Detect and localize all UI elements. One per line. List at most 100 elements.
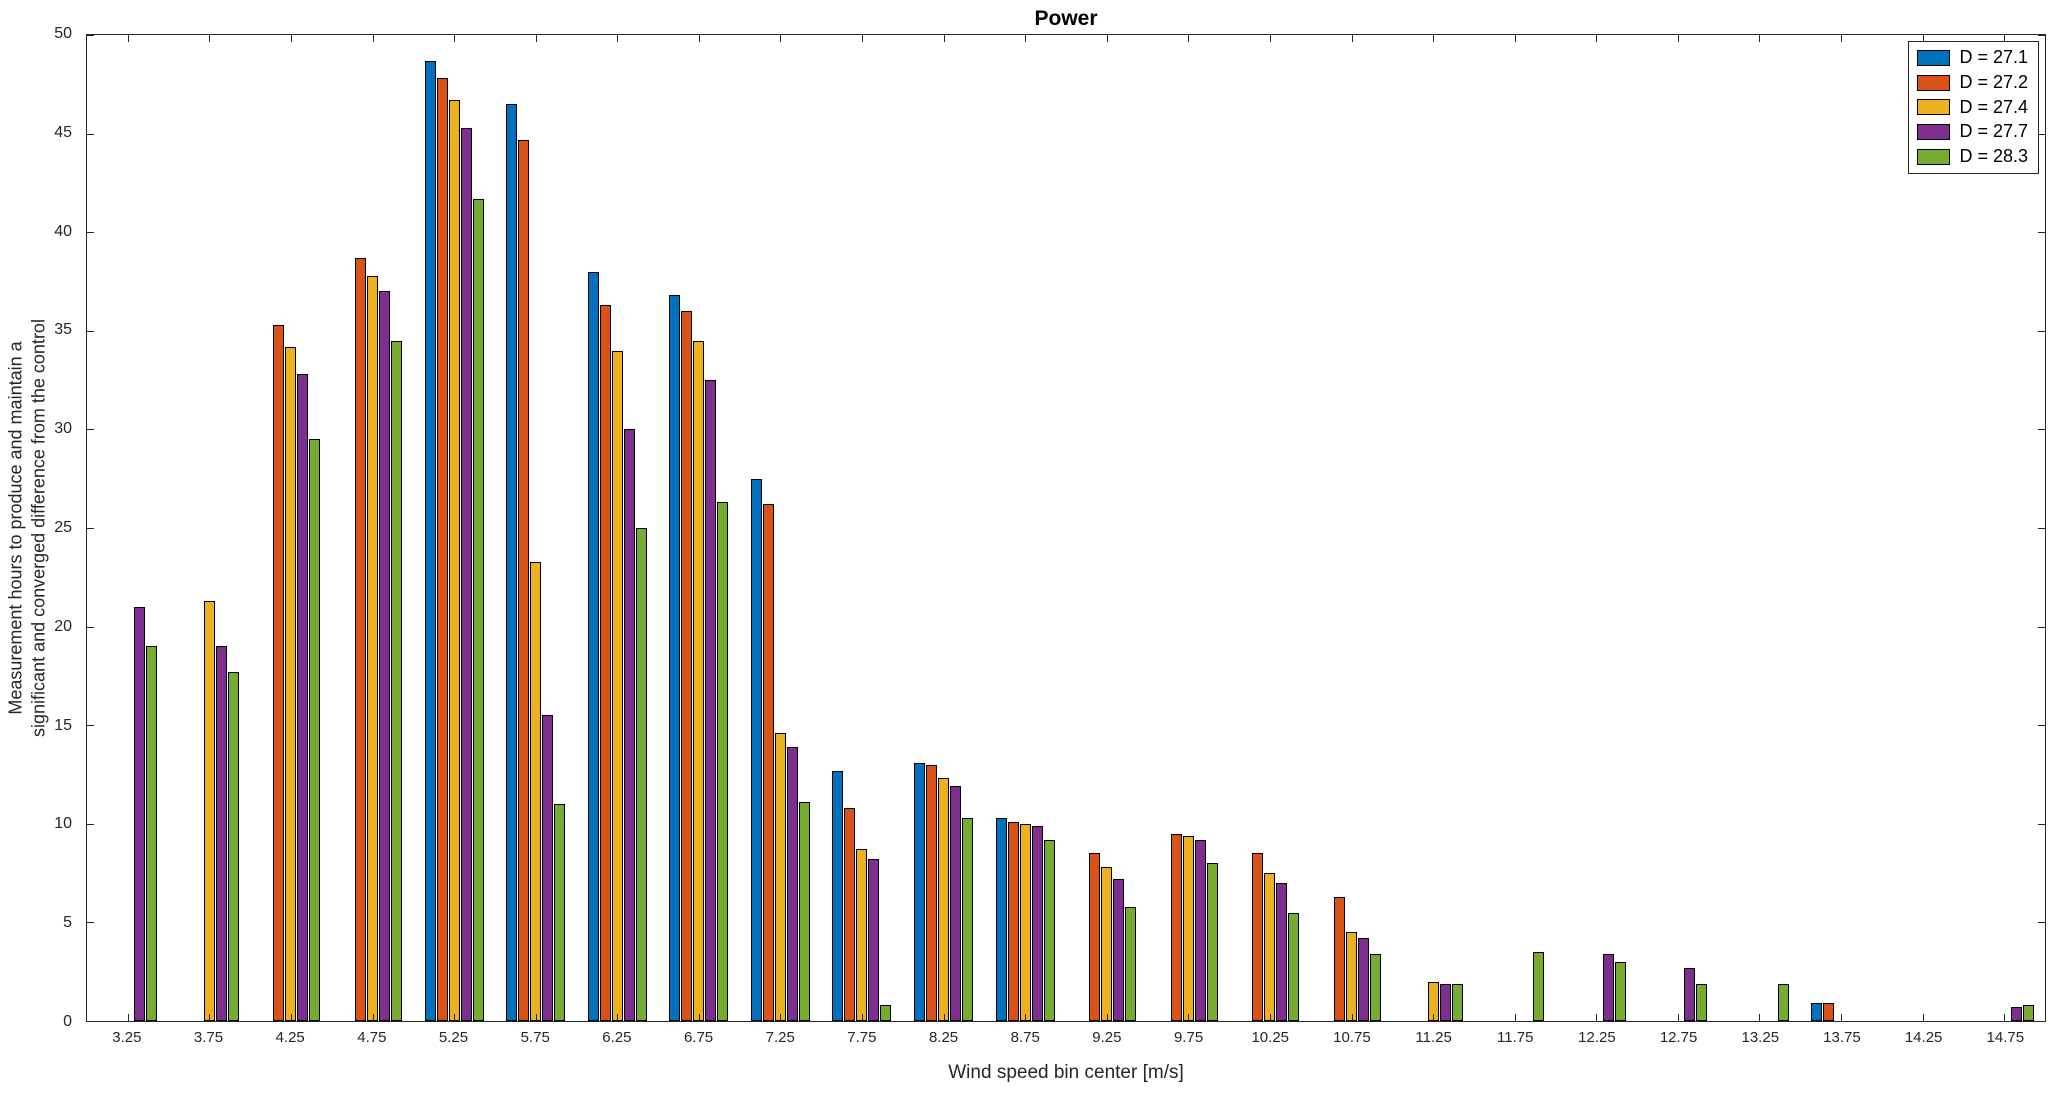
x-axis-label: Wind speed bin center [m/s]	[948, 1062, 1184, 1083]
bar-group-7.75	[821, 35, 903, 1021]
x-tick	[1514, 35, 1516, 42]
y-tick	[2038, 725, 2045, 727]
x-tick	[617, 35, 619, 42]
bar-group-13.25	[1719, 35, 1801, 1021]
bar	[798, 802, 810, 1021]
x-tick	[372, 35, 374, 42]
bar	[309, 439, 321, 1021]
bar	[914, 762, 926, 1021]
y-tick	[2038, 1021, 2045, 1022]
x-tick	[780, 35, 782, 42]
x-tick	[1677, 35, 1679, 42]
bar-group-12.75	[1637, 35, 1719, 1021]
y-tick-label: 45	[54, 123, 72, 141]
x-tick-label: 5.25	[438, 1029, 469, 1046]
bar	[938, 778, 950, 1021]
x-tick	[1759, 1014, 1761, 1021]
bar	[681, 311, 693, 1021]
x-tick	[1759, 35, 1761, 42]
bar	[391, 340, 403, 1021]
y-tick	[87, 330, 94, 332]
bar-group-7.25	[740, 35, 822, 1021]
legend-item: D = 27.1	[1917, 47, 2028, 68]
y-tick	[87, 626, 94, 628]
x-tick-label: 3.75	[193, 1029, 224, 1046]
bar-group-10.75	[1311, 35, 1393, 1021]
bar	[2010, 1007, 2022, 1021]
bar-group-9.25	[1066, 35, 1148, 1021]
bar	[995, 817, 1007, 1021]
x-tick-label: 7.75	[847, 1029, 877, 1046]
bar	[355, 257, 367, 1021]
x-tick	[1269, 35, 1271, 42]
x-tick	[1188, 1014, 1190, 1021]
x-tick	[290, 1014, 292, 1021]
x-tick-label: 3.25	[112, 1029, 142, 1046]
x-tick-label: 11.25	[1415, 1029, 1452, 1046]
bar	[554, 804, 566, 1021]
x-tick-label: 4.25	[275, 1029, 305, 1046]
bar	[1043, 839, 1055, 1021]
bar	[1276, 882, 1288, 1021]
legend-label: D = 28.3	[1959, 146, 2028, 167]
bar	[1264, 873, 1276, 1021]
y-tick-label: 25	[54, 519, 72, 536]
y-tick	[87, 922, 94, 924]
y-tick-label: 10	[54, 815, 72, 833]
legend-label: D = 27.1	[1959, 47, 2028, 67]
x-tick-label: 10.75	[1333, 1029, 1371, 1046]
bar-group-5.25	[413, 35, 495, 1021]
bar	[868, 859, 880, 1021]
bar	[1345, 932, 1357, 1021]
bar-group-6.75	[658, 35, 740, 1021]
bar	[1031, 825, 1043, 1021]
x-tick	[1596, 1014, 1598, 1021]
x-tick-label: 7.25	[765, 1029, 795, 1046]
x-tick	[943, 35, 945, 42]
bar	[635, 528, 647, 1021]
x-tick	[2004, 1014, 2006, 1021]
bar	[227, 671, 239, 1021]
bar	[448, 100, 460, 1021]
bar	[1823, 1003, 1835, 1021]
x-tick-label: 10.25	[1251, 1029, 1290, 1046]
bar	[542, 715, 554, 1021]
bar	[297, 374, 309, 1021]
bar	[1288, 912, 1300, 1021]
bar	[436, 78, 448, 1021]
x-tick	[698, 35, 700, 42]
bar	[1019, 823, 1031, 1021]
x-tick	[209, 1014, 211, 1021]
x-tick	[1596, 35, 1598, 42]
bar	[1125, 906, 1137, 1021]
x-tick	[454, 35, 456, 42]
legend-swatch-icon	[1917, 74, 1951, 91]
bar-group-3.75	[169, 35, 251, 1021]
bar-group-11.75	[1474, 35, 1556, 1021]
x-tick	[698, 1014, 700, 1021]
bar	[1113, 879, 1125, 1021]
bar-group-8.25	[903, 35, 985, 1021]
x-tick-label: 14.25	[1904, 1029, 1943, 1046]
bar	[856, 849, 868, 1021]
x-tick-label: 5.75	[520, 1029, 550, 1046]
bar	[285, 346, 297, 1021]
y-tick	[2038, 429, 2045, 431]
x-tick	[454, 1014, 456, 1021]
bar	[1696, 983, 1708, 1021]
bar	[1451, 983, 1463, 1021]
x-tick-label: 6.75	[683, 1029, 714, 1046]
bar	[1777, 983, 1789, 1021]
x-tick	[2004, 35, 2006, 42]
bar	[1007, 821, 1019, 1021]
y-tick	[2038, 823, 2045, 825]
bar	[832, 770, 844, 1021]
bar	[530, 561, 542, 1021]
y-tick-label: 0	[63, 1013, 72, 1030]
x-tick	[1106, 1014, 1108, 1021]
x-tick	[862, 35, 864, 42]
x-tick-label: 11.75	[1497, 1029, 1534, 1046]
y-tick-label: 40	[54, 222, 72, 240]
bar	[1614, 961, 1626, 1021]
